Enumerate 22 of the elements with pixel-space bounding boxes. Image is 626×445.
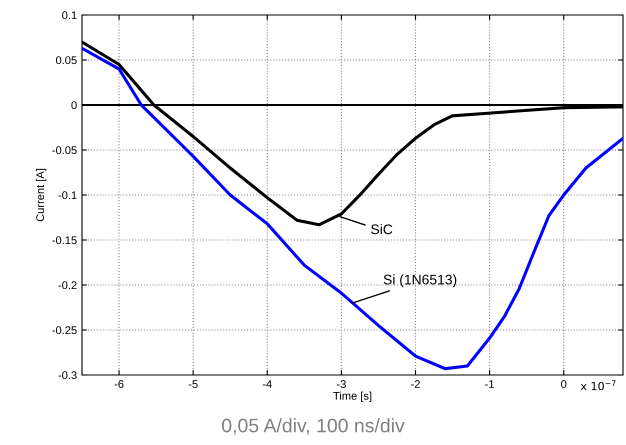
x-tick-label: -5 [188,380,198,388]
x-tick-label: 0 [561,380,566,388]
x-tick-label: -3 [336,380,346,388]
x-tick-label: -1 [485,380,494,388]
y-tick-label: -0.15 [52,236,77,244]
text: 0,05 A/div, 100 ns/div [222,418,405,435]
y-tick-label: 0.05 [56,56,77,64]
y-tick-label: 0 [71,101,77,110]
y-axis-title: Current [A] [36,168,46,222]
annotation: SiC [371,224,392,234]
y-tick-label: -0.25 [52,326,77,334]
x-tick-label: -2 [411,380,420,388]
y-tick-label: -0.05 [52,146,77,154]
x-axis-title: Time [s] [333,392,372,402]
y-tick-label: 0.1 [62,11,77,20]
annotation: Si (1N6513) [384,274,456,288]
x-tick-label: -6 [114,380,124,388]
y-tick-label: -0.2 [58,281,77,290]
x-tick-label: -4 [262,380,272,388]
y-tick-label: -0.1 [58,191,77,200]
y-tick-label: -0.3 [58,371,77,380]
text: x 10$^{−7}$ [580,380,616,390]
